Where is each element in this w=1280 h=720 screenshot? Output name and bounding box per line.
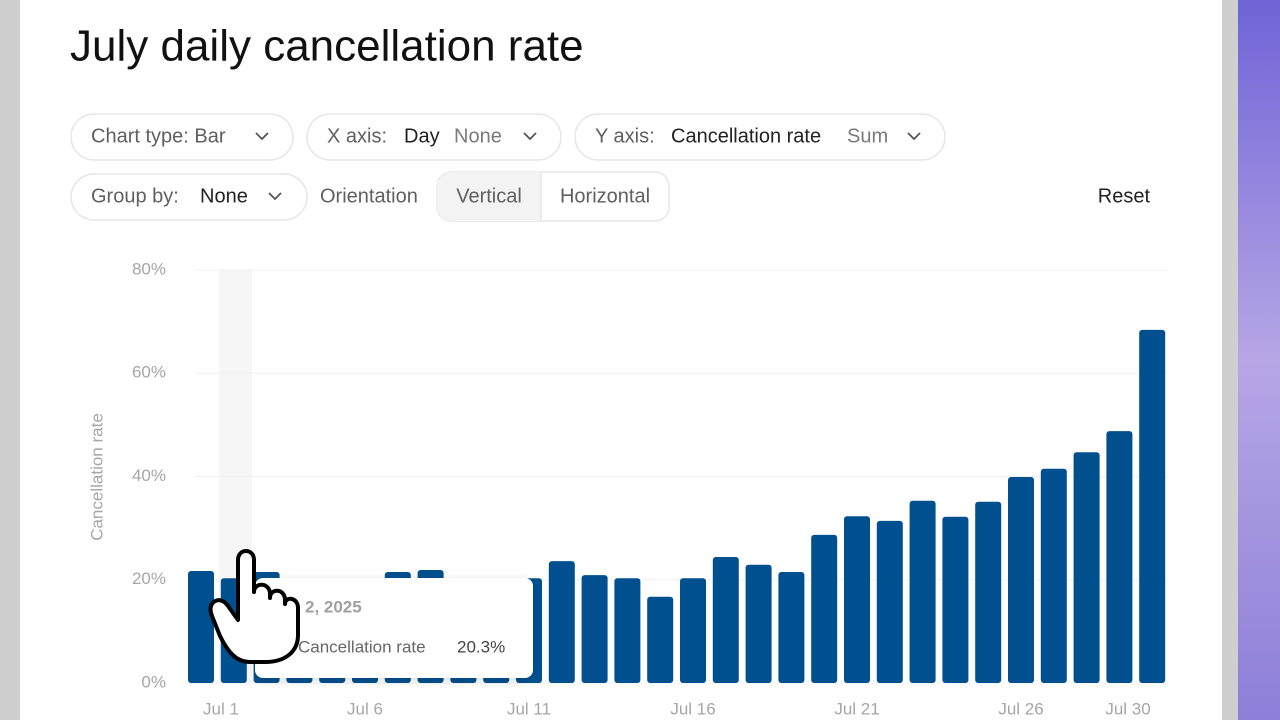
y-tick-label: 80%: [132, 259, 166, 278]
group-by-control[interactable]: Group by: None: [70, 173, 308, 221]
tooltip-date: 2, 2025: [305, 597, 362, 616]
pill[interactable]: [70, 113, 294, 161]
bar: [1073, 452, 1100, 683]
x-tick-label: Jul 26: [998, 699, 1043, 718]
bar: [909, 500, 936, 683]
y-tick-label: 40%: [132, 466, 166, 485]
bar: [778, 572, 805, 683]
tooltip-box: [255, 578, 533, 678]
x-axis-agg[interactable]: None: [454, 125, 502, 147]
bar: [188, 570, 214, 683]
option-horizontal[interactable]: Horizontal: [560, 185, 650, 207]
y-axis-agg[interactable]: Sum: [847, 125, 888, 147]
bar: [712, 557, 739, 683]
tooltip: 2, 2025 Cancellation rate 20.3%: [255, 578, 533, 678]
bar: [811, 534, 838, 683]
bar: [1139, 329, 1166, 683]
orientation-label: Orientation: [320, 185, 418, 207]
chevron: [268, 192, 282, 201]
group-by-label[interactable]: Group by:: [91, 185, 179, 207]
tooltip-label: Cancellation rate: [298, 637, 426, 656]
group-by-field[interactable]: None: [200, 185, 248, 207]
x-tick-label: Jul 1: [203, 699, 239, 718]
pill[interactable]: [70, 173, 308, 221]
chevron: [523, 132, 537, 141]
bar: [975, 501, 1002, 683]
x-tick-label: Jul 6: [347, 699, 383, 718]
chevron: [255, 132, 269, 141]
x-tick-label: Jul 11: [507, 699, 551, 718]
pill[interactable]: [574, 113, 946, 161]
chart-type[interactable]: Chart type: Bar: [91, 125, 226, 147]
bar: [647, 596, 674, 683]
y-axis-field[interactable]: Cancellation rate: [671, 125, 821, 147]
y-tick-label: 60%: [132, 363, 166, 382]
x-axis-control[interactable]: X axis: Day None: [306, 113, 562, 161]
y-axis-control[interactable]: Y axis: Cancellation rate Sum: [574, 113, 946, 161]
bar: [844, 516, 870, 683]
tooltip-value: 20.3%: [457, 637, 505, 656]
x-tick-label: Jul 30: [1105, 699, 1150, 718]
y-tick-label: 20%: [132, 569, 166, 588]
bar: [614, 578, 641, 683]
y-axis-label[interactable]: Y axis:: [595, 125, 655, 147]
x-axis-field[interactable]: Day: [404, 125, 440, 147]
bar: [876, 520, 903, 683]
x-tick-label: Jul 16: [670, 699, 715, 718]
reset-button[interactable]: Reset: [1098, 185, 1151, 207]
pill[interactable]: [306, 113, 562, 161]
hand-cursor: [208, 549, 300, 664]
option-vertical[interactable]: Vertical: [456, 185, 522, 207]
y-tick-label: 0%: [141, 672, 166, 691]
orientation-toggle[interactable]: Vertical Horizontal: [436, 171, 670, 222]
bar: [680, 578, 706, 683]
x-tick-label: Jul 21: [834, 699, 879, 718]
bar: [581, 575, 608, 683]
x-axis-label[interactable]: X axis:: [327, 125, 387, 147]
bar: [548, 561, 575, 683]
bar: [1040, 468, 1067, 683]
bar: [1106, 431, 1133, 683]
chart-type-control[interactable]: Chart type: Bar: [70, 113, 294, 161]
selected-segment: [437, 172, 541, 221]
bar: [942, 516, 969, 683]
bar: [745, 564, 772, 683]
desktop: [1238, 0, 1280, 720]
page-title: July daily cancellation rate: [70, 22, 584, 71]
y-axis-title: Cancellation rate: [87, 413, 106, 541]
chevron: [907, 132, 921, 141]
bar: [1008, 477, 1034, 683]
